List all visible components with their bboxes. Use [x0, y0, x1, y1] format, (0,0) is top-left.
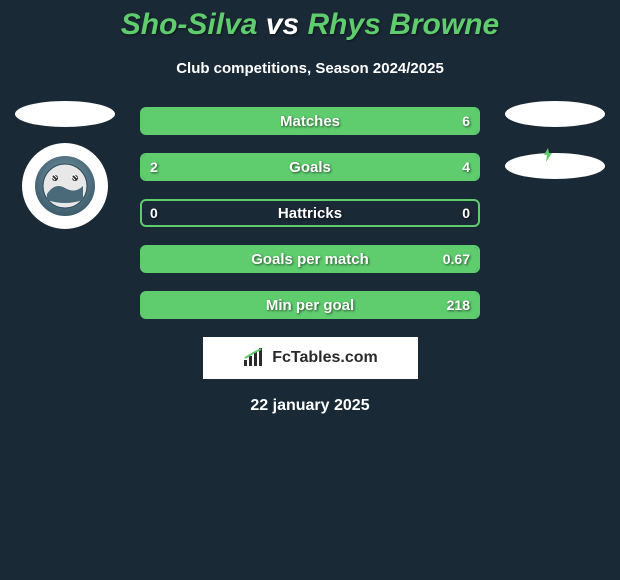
player1-flag-placeholder: [15, 101, 115, 127]
stat-right-value: 4: [462, 159, 470, 175]
vs-label: vs: [266, 8, 299, 41]
right-badges-column: [500, 101, 610, 195]
stat-label: Goals: [289, 159, 331, 176]
date-label: 22 january 2025: [0, 397, 620, 415]
stat-label: Goals per match: [251, 251, 369, 268]
left-badges-column: [10, 101, 120, 229]
stat-right-value: 6: [462, 113, 470, 129]
stat-right-value: 0: [462, 205, 470, 221]
stat-bar-fill-right: [253, 155, 478, 179]
stat-right-value: 0.67: [443, 251, 470, 267]
stat-label: Min per goal: [266, 297, 354, 314]
stat-left-value: 0: [150, 205, 158, 221]
player1-club-badge: [22, 143, 108, 229]
club-crest-icon: [35, 156, 95, 216]
stat-row-min-per-goal: Min per goal 218: [140, 291, 480, 319]
stat-row-goals: 2 Goals 4: [140, 153, 480, 181]
comparison-content: Matches 6 2 Goals 4 0 Hattricks 0 Goals …: [0, 107, 620, 415]
page-title: Sho-Silva vs Rhys Browne: [0, 0, 620, 42]
player2-name: Rhys Browne: [308, 8, 500, 41]
subtitle: Club competitions, Season 2024/2025: [0, 60, 620, 77]
brand-box[interactable]: FcTables.com: [203, 337, 418, 379]
player2-flag-placeholder: [505, 101, 605, 127]
stat-row-goals-per-match: Goals per match 0.67: [140, 245, 480, 273]
stat-rows: Matches 6 2 Goals 4 0 Hattricks 0 Goals …: [140, 107, 480, 319]
brand-label: FcTables.com: [272, 349, 378, 367]
stat-row-hattricks: 0 Hattricks 0: [140, 199, 480, 227]
chart-icon: [242, 348, 266, 368]
stat-label: Hattricks: [278, 205, 342, 222]
player1-name: Sho-Silva: [121, 8, 258, 41]
player2-club-placeholder: [505, 153, 605, 179]
stat-label: Matches: [280, 113, 340, 130]
bolt-icon: [542, 148, 554, 162]
stat-left-value: 2: [150, 159, 158, 175]
stat-right-value: 218: [447, 297, 470, 313]
stat-row-matches: Matches 6: [140, 107, 480, 135]
stat-bar-fill-left: [142, 155, 253, 179]
